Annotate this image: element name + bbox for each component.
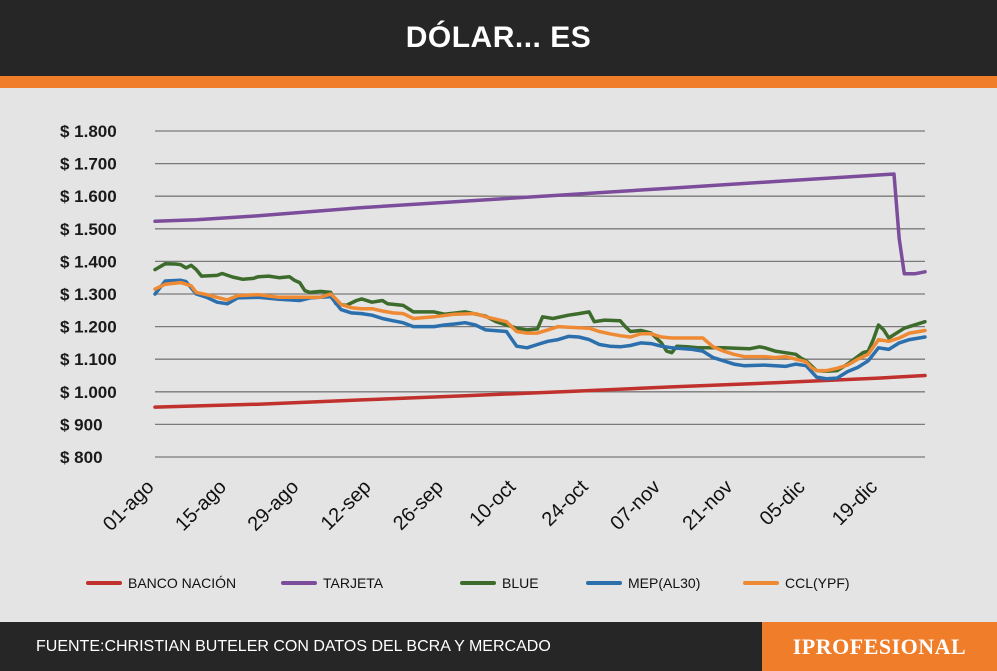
y-tick-label: $ 1.800 <box>60 122 117 141</box>
legend-label: BANCO NACIÓN <box>128 575 236 591</box>
x-tick-label: 01-ago <box>99 476 159 536</box>
source-note: FUENTE:CHRISTIAN BUTELER CON DATOS DEL B… <box>36 637 551 655</box>
x-tick-label: 26-sep <box>389 476 448 535</box>
accent-bar <box>0 76 997 88</box>
y-axis-labels: $ 800 $ 900 $ 1.000 $ 1.100 $ 1.200 $ 1.300 $ … <box>60 122 117 467</box>
x-tick-label: 24-oct <box>538 476 593 531</box>
x-tick-label: 12-sep <box>317 476 376 535</box>
series-line <box>153 278 927 381</box>
legend-label: TARJETA <box>323 575 384 591</box>
x-tick-label: 05-dic <box>756 476 810 530</box>
y-tick-label: $ 1.000 <box>60 383 117 402</box>
page-title: DÓLAR... ES <box>405 21 592 54</box>
x-tick-label: 29-ago <box>244 476 304 536</box>
series-layer <box>153 172 927 409</box>
legend-label: CCL(YPF) <box>785 575 850 591</box>
x-tick-label: 15-ago <box>171 476 231 536</box>
line-chart: $ 800 $ 900 $ 1.000 $ 1.100 $ 1.200 $ 1.300 $ … <box>60 122 927 591</box>
y-tick-label: $ 800 <box>60 448 103 467</box>
legend-label: MEP(AL30) <box>628 575 700 591</box>
y-tick-label: $ 1.400 <box>60 252 117 271</box>
x-axis-labels: 01-ago 15-ago 29-ago 12-sep 26-sep 10-oct 24-o… <box>99 476 882 536</box>
y-tick-label: $ 1.600 <box>60 187 117 206</box>
series-line <box>153 280 927 373</box>
series-line <box>153 373 927 409</box>
y-tick-label: $ 1.200 <box>60 318 117 337</box>
x-tick-label: 21-nov <box>679 476 738 535</box>
series-line <box>153 172 927 276</box>
chart-area: $ 800 $ 900 $ 1.000 $ 1.100 $ 1.200 $ 1.300 $ … <box>0 88 997 618</box>
brand-text: IPROFESIONAL <box>792 633 967 659</box>
x-tick-label: 19-dic <box>828 476 882 530</box>
x-tick-label: 07-nov <box>606 476 665 535</box>
series-line <box>153 261 927 374</box>
legend: BANCO NACIÓN TARJETA BLUE MEP(AL30) CCL(YPF) <box>86 575 850 591</box>
legend-label: BLUE <box>502 575 539 591</box>
y-tick-label: $ 1.300 <box>60 285 117 304</box>
y-tick-label: $ 900 <box>60 415 103 434</box>
y-tick-label: $ 1.700 <box>60 155 117 174</box>
brand-logo: IPROFESIONAL <box>762 622 997 671</box>
x-tick-label: 10-oct <box>465 476 520 531</box>
y-tick-label: $ 1.500 <box>60 220 117 239</box>
header-bar: DÓLAR... ES <box>0 0 997 76</box>
y-tick-label: $ 1.100 <box>60 350 117 369</box>
